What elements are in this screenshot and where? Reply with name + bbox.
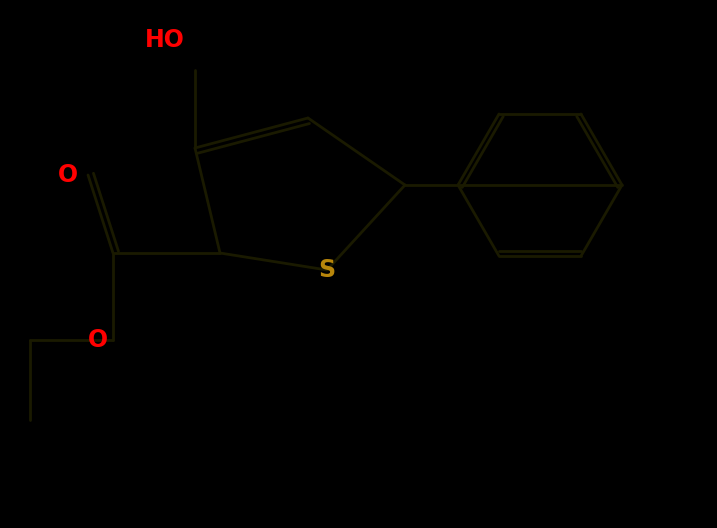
Text: O: O: [58, 163, 78, 187]
Text: HO: HO: [145, 28, 185, 52]
Text: S: S: [318, 258, 336, 282]
Text: O: O: [88, 328, 108, 352]
